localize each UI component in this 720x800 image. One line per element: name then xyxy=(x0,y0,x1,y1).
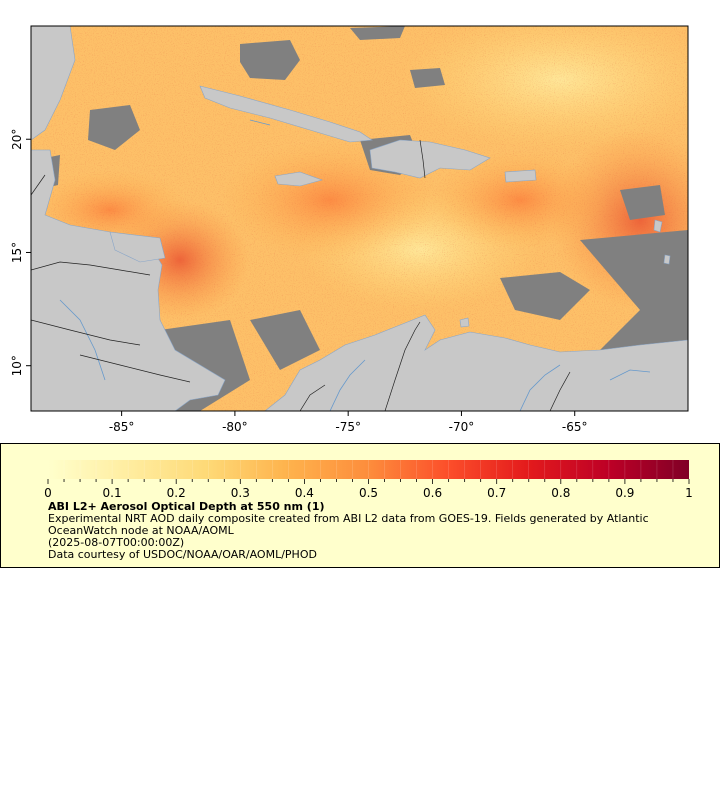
y-axis: 10° 15° 20° xyxy=(10,129,31,376)
colorbar-ticks: 0 0.1 0.2 0.3 0.4 0.5 0.6 0.7 0.8 0.9 1 xyxy=(44,479,693,500)
land-yucatan xyxy=(31,26,76,141)
colorbar-tick-label: 0.6 xyxy=(423,486,442,500)
y-tick-label: 15° xyxy=(10,242,24,263)
x-tick-label: -75° xyxy=(335,420,361,434)
colorbar xyxy=(48,460,689,479)
land-puerto-rico xyxy=(504,169,537,183)
borders xyxy=(31,139,571,411)
x-tick-label: -80° xyxy=(222,420,248,434)
colorbar-gradient xyxy=(48,460,689,479)
land-jamaica xyxy=(274,171,323,187)
x-axis: -85° -80° -75° -70° -65° xyxy=(109,411,588,434)
land-cuba xyxy=(199,85,373,143)
colorbar-tick-label: 0.2 xyxy=(167,486,186,500)
colorbar-tick-label: 0.8 xyxy=(551,486,570,500)
colorbar-tick-label: 0.3 xyxy=(231,486,250,500)
x-tick-label: -70° xyxy=(449,420,475,434)
colorbar-tick-label: 0.4 xyxy=(295,486,314,500)
y-tick-label: 10° xyxy=(10,355,24,376)
land-south-america xyxy=(264,314,688,411)
colorbar-tick-label: 0.7 xyxy=(487,486,506,500)
rivers xyxy=(59,119,651,411)
land-central-america xyxy=(31,149,226,411)
x-tick-label: -85° xyxy=(109,420,135,434)
colorbar-tick-label: 0.5 xyxy=(359,486,378,500)
aod-map: -85° -80° -75° -70° -65° 10° 15° 20° xyxy=(10,25,689,434)
legend-credit: Data courtesy of USDOC/NOAA/OAR/AOML/PHO… xyxy=(48,548,317,561)
land-areas xyxy=(31,26,688,411)
legend-panel: 0 0.1 0.2 0.3 0.4 0.5 0.6 0.7 0.8 0.9 1 ABI L2+ Ae… xyxy=(0,443,720,568)
colorbar-tick-label: 1 xyxy=(685,486,693,500)
colorbar-tick-label: 0.1 xyxy=(103,486,122,500)
map-border xyxy=(30,25,689,412)
x-tick-label: -65° xyxy=(562,420,588,434)
legend-description: Experimental NRT AOD daily composite cre… xyxy=(48,512,649,537)
y-tick-label: 20° xyxy=(10,129,24,150)
colorbar-tick-label: 0.9 xyxy=(615,486,634,500)
legend-date: (2025-08-07T00:00:00Z) xyxy=(48,536,185,549)
colorbar-tick-label: 0 xyxy=(44,486,52,500)
legend-title: ABI L2+ Aerosol Optical Depth at 550 nm … xyxy=(48,500,325,513)
